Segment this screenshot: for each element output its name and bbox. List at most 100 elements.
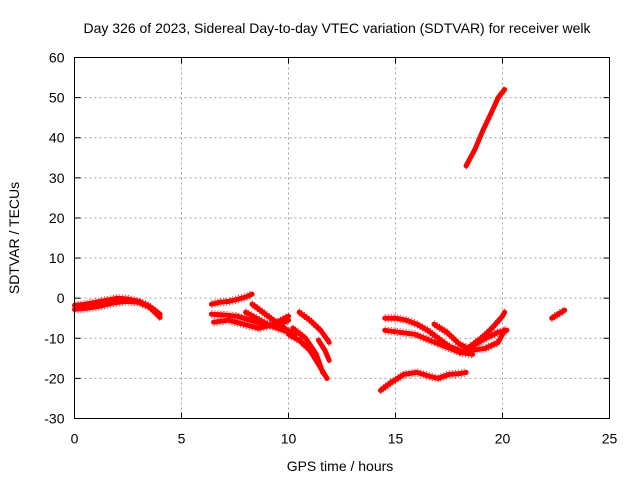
- data-point: [482, 345, 488, 351]
- y-tick-label: -20: [44, 370, 64, 386]
- data-point: [296, 337, 302, 343]
- data-point: [388, 380, 394, 385]
- series-arc-19-upper-edge: [551, 306, 565, 316]
- series-arc-17-lower-edge: [459, 333, 507, 357]
- data-point: [480, 127, 486, 133]
- data-point: [425, 327, 430, 333]
- data-point: [84, 305, 90, 311]
- data-point: [442, 343, 448, 349]
- data-point: [209, 301, 214, 307]
- data-point: [324, 375, 330, 381]
- x-tick-label: 10: [281, 431, 297, 447]
- data-point: [397, 329, 403, 335]
- y-tick-label: 50: [49, 90, 65, 106]
- data-point: [500, 313, 505, 319]
- series-arc-12-upper-edge: [380, 368, 467, 388]
- data-point: [555, 311, 561, 317]
- data-point: [217, 299, 223, 305]
- data-point: [286, 313, 291, 319]
- axis-ticks: -30 -20 -10 0 10 20 30 40 50 60 0 5 10 15 20 25: [44, 50, 617, 447]
- data-point: [318, 327, 323, 333]
- data-point: [241, 321, 246, 327]
- series-arc-2-upper-edge: [74, 297, 161, 315]
- x-tick-label: 0: [71, 431, 79, 447]
- data-point: [243, 309, 249, 315]
- data-point: [260, 309, 266, 315]
- y-tick-label: 10: [49, 250, 65, 266]
- data-point: [435, 375, 441, 381]
- series-arc-17-upper-edge: [459, 326, 507, 350]
- data-point: [320, 369, 326, 375]
- data-point: [482, 335, 488, 341]
- series-arc-3-upper-edge: [211, 290, 253, 302]
- series-arc-5-lower-edge: [213, 319, 289, 333]
- data-point: [254, 315, 259, 321]
- data-point: [489, 109, 495, 115]
- series-arc-10-lower-edge: [298, 315, 330, 347]
- data-traces: [72, 85, 568, 395]
- data-point: [463, 163, 469, 169]
- data-point: [431, 321, 437, 327]
- series-arc-13-upper-edge: [384, 314, 460, 348]
- x-tick-label: 20: [495, 431, 511, 447]
- data-point: [234, 296, 240, 302]
- data-point: [444, 329, 450, 335]
- data-point: [290, 325, 296, 331]
- data-point: [393, 315, 398, 321]
- data-point: [427, 337, 433, 343]
- data-point: [435, 335, 441, 341]
- series-arc-9-upper-edge: [292, 324, 324, 370]
- data-point: [307, 317, 313, 323]
- data-point: [414, 369, 420, 375]
- data-point: [470, 343, 475, 349]
- data-point: [303, 335, 309, 341]
- series-arc-6-lower-edge: [245, 315, 289, 337]
- series-arc-18-lower-edge: [465, 92, 505, 170]
- data-point: [256, 325, 261, 331]
- data-point: [378, 388, 383, 393]
- data-point: [281, 325, 287, 331]
- series-arc-19-lower-edge: [551, 313, 565, 323]
- data-point: [457, 371, 463, 376]
- plot-frame: [74, 57, 610, 419]
- data-point: [472, 147, 478, 153]
- series-arc-9: [290, 325, 326, 375]
- y-axis-label: SDTVAR / TECUs: [6, 182, 22, 294]
- series-arc-15-upper-edge: [433, 320, 506, 348]
- data-point: [286, 331, 291, 337]
- data-point: [427, 373, 433, 379]
- data-point: [221, 312, 227, 318]
- data-point: [463, 369, 469, 375]
- series-arc-9-lower-edge: [292, 331, 324, 377]
- data-point: [243, 294, 249, 300]
- data-point: [562, 307, 567, 313]
- series-arc-11-lower-edge: [318, 343, 330, 364]
- data-point: [234, 313, 240, 319]
- y-tick-label: 0: [57, 290, 65, 306]
- data-point: [326, 339, 332, 345]
- data-point: [403, 317, 409, 323]
- data-point: [93, 299, 99, 305]
- data-point: [157, 315, 163, 320]
- data-point: [249, 301, 255, 307]
- data-point: [316, 337, 321, 343]
- data-point: [412, 331, 418, 337]
- x-tick-label: 25: [602, 431, 618, 447]
- series-arc-10-upper-edge: [298, 308, 330, 340]
- series-arc-15-lower-edge: [433, 327, 506, 355]
- series-arc-1-upper-edge: [74, 294, 161, 312]
- y-tick-label: 30: [49, 170, 65, 186]
- data-point: [136, 299, 142, 305]
- data-point: [495, 339, 501, 345]
- data-point: [322, 347, 328, 353]
- x-tick-label: 5: [178, 431, 186, 447]
- y-tick-label: 20: [49, 210, 65, 226]
- data-point: [249, 291, 255, 297]
- y-tick-label: -10: [44, 330, 64, 346]
- data-point: [502, 309, 508, 315]
- data-point: [296, 309, 302, 315]
- series-arc-3-lower-edge: [211, 297, 253, 309]
- data-point: [264, 321, 270, 327]
- data-point: [549, 315, 555, 321]
- series-arc-2-lower-edge: [74, 304, 161, 322]
